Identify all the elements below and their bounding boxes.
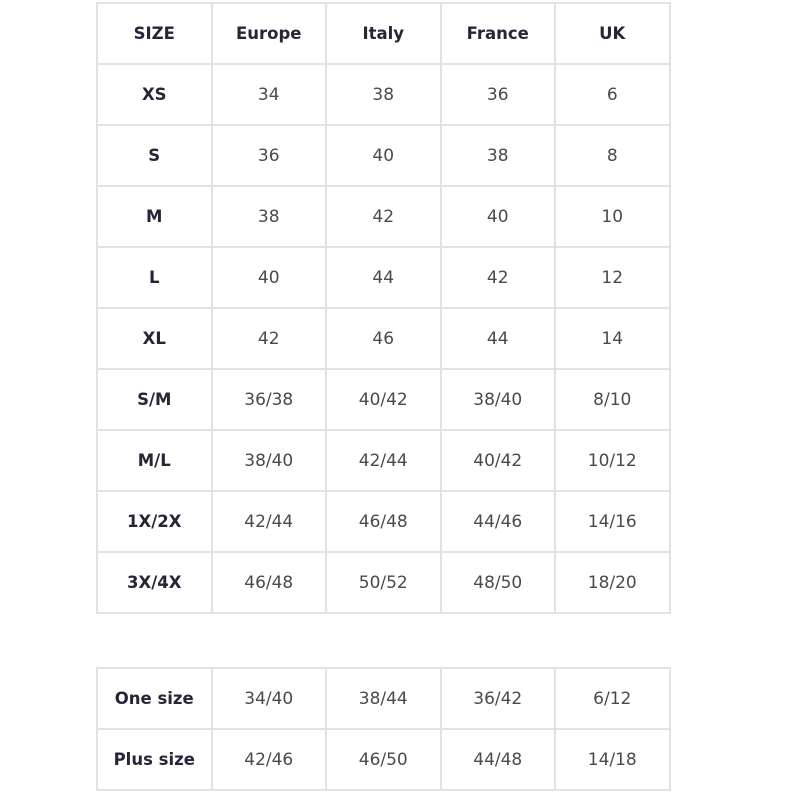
- size-value-cell: 6/12: [554, 667, 671, 730]
- column-header: Italy: [325, 2, 442, 65]
- size-label-cell: M: [96, 185, 213, 248]
- size-value-cell: 38: [210, 185, 327, 248]
- column-header: France: [439, 2, 556, 65]
- size-value-cell: 46/48: [210, 551, 327, 614]
- header-row: SIZE Europe Italy France UK: [96, 2, 671, 65]
- table-row: L 40 44 42 12: [96, 246, 671, 309]
- table-row: M 38 42 40 10: [96, 185, 671, 248]
- size-label-cell: 3X/4X: [96, 551, 213, 614]
- table-row: Plus size 42/46 46/50 44/48 14/18: [96, 728, 671, 791]
- size-conversion-table: SIZE Europe Italy France UK XS 34 38 36 6 S 36 40 38 8…: [96, 2, 671, 614]
- size-value-cell: 14/18: [554, 728, 671, 791]
- column-header: UK: [554, 2, 671, 65]
- size-label-cell: S: [96, 124, 213, 187]
- size-value-cell: 34: [210, 63, 327, 126]
- size-value-cell: 14/16: [554, 490, 671, 553]
- size-value-cell: 38/44: [325, 667, 442, 730]
- size-value-cell: 34/40: [210, 667, 327, 730]
- table-row: M/L 38/40 42/44 40/42 10/12: [96, 429, 671, 492]
- table-row: S/M 36/38 40/42 38/40 8/10: [96, 368, 671, 431]
- size-label-cell: L: [96, 246, 213, 309]
- size-value-cell: 44: [439, 307, 556, 370]
- table-row: XS 34 38 36 6: [96, 63, 671, 126]
- size-value-cell: 10/12: [554, 429, 671, 492]
- table-row: 1X/2X 42/44 46/48 44/46 14/16: [96, 490, 671, 553]
- size-value-cell: 40: [325, 124, 442, 187]
- size-value-cell: 44/48: [439, 728, 556, 791]
- table-row: One size 34/40 38/44 36/42 6/12: [96, 667, 671, 730]
- column-header: SIZE: [96, 2, 213, 65]
- size-label-cell: XS: [96, 63, 213, 126]
- size-value-cell: 42: [325, 185, 442, 248]
- size-value-cell: 44/46: [439, 490, 556, 553]
- size-value-cell: 6: [554, 63, 671, 126]
- size-value-cell: 38: [439, 124, 556, 187]
- size-value-cell: 40/42: [439, 429, 556, 492]
- size-value-cell: 50/52: [325, 551, 442, 614]
- table-row: 3X/4X 46/48 50/52 48/50 18/20: [96, 551, 671, 614]
- size-label-cell: M/L: [96, 429, 213, 492]
- size-value-cell: 42: [439, 246, 556, 309]
- size-value-cell: 42/44: [325, 429, 442, 492]
- size-value-cell: 44: [325, 246, 442, 309]
- size-range-table: One size 34/40 38/44 36/42 6/12 Plus size 42/4…: [96, 667, 671, 791]
- size-value-cell: 46/50: [325, 728, 442, 791]
- size-value-cell: 46: [325, 307, 442, 370]
- size-value-cell: 42/44: [210, 490, 327, 553]
- size-value-cell: 38/40: [439, 368, 556, 431]
- size-value-cell: 12: [554, 246, 671, 309]
- size-value-cell: 40: [439, 185, 556, 248]
- size-value-cell: 36: [210, 124, 327, 187]
- size-value-cell: 40: [210, 246, 327, 309]
- size-value-cell: 46/48: [325, 490, 442, 553]
- size-value-cell: 10: [554, 185, 671, 248]
- size-label-cell: Plus size: [96, 728, 213, 791]
- size-label-cell: S/M: [96, 368, 213, 431]
- size-label-cell: One size: [96, 667, 213, 730]
- table-row: S 36 40 38 8: [96, 124, 671, 187]
- size-label-cell: XL: [96, 307, 213, 370]
- column-header: Europe: [210, 2, 327, 65]
- size-value-cell: 42/46: [210, 728, 327, 791]
- size-value-cell: 42: [210, 307, 327, 370]
- size-value-cell: 36/42: [439, 667, 556, 730]
- size-value-cell: 18/20: [554, 551, 671, 614]
- size-value-cell: 38: [325, 63, 442, 126]
- size-value-cell: 36: [439, 63, 556, 126]
- size-label-cell: 1X/2X: [96, 490, 213, 553]
- size-value-cell: 14: [554, 307, 671, 370]
- size-value-cell: 8: [554, 124, 671, 187]
- size-value-cell: 8/10: [554, 368, 671, 431]
- size-value-cell: 48/50: [439, 551, 556, 614]
- size-value-cell: 38/40: [210, 429, 327, 492]
- table-row: XL 42 46 44 14: [96, 307, 671, 370]
- size-value-cell: 36/38: [210, 368, 327, 431]
- size-value-cell: 40/42: [325, 368, 442, 431]
